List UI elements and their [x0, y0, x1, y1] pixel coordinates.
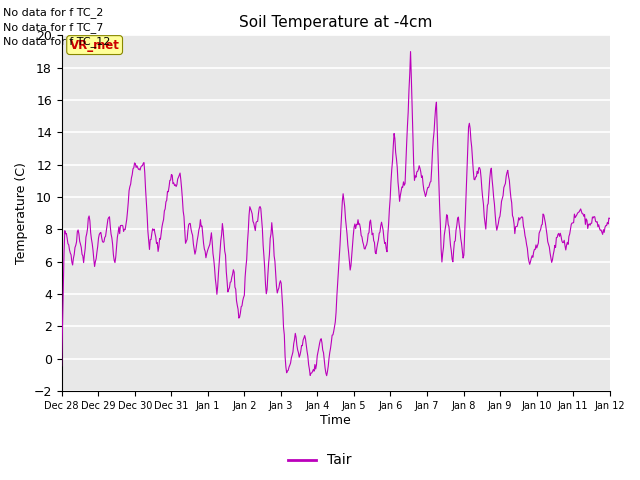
Y-axis label: Temperature (C): Temperature (C)	[15, 162, 28, 264]
Text: VR_met: VR_met	[70, 38, 120, 51]
Text: No data for f TC_12: No data for f TC_12	[3, 36, 111, 47]
Text: No data for f TC_7: No data for f TC_7	[3, 22, 104, 33]
X-axis label: Time: Time	[320, 414, 351, 427]
Title: Soil Temperature at -4cm: Soil Temperature at -4cm	[239, 15, 433, 30]
Legend: Tair: Tair	[283, 448, 357, 473]
Text: No data for f TC_2: No data for f TC_2	[3, 7, 104, 18]
